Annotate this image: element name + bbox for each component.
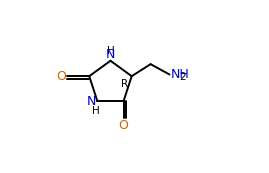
Text: O: O — [56, 70, 66, 83]
Text: R: R — [121, 79, 128, 89]
Text: 2: 2 — [180, 71, 186, 81]
Text: NH: NH — [170, 68, 189, 81]
Text: N: N — [106, 48, 115, 61]
Text: O: O — [119, 119, 129, 132]
Text: H: H — [107, 47, 114, 56]
Text: N: N — [86, 95, 96, 108]
Text: H: H — [92, 106, 100, 116]
